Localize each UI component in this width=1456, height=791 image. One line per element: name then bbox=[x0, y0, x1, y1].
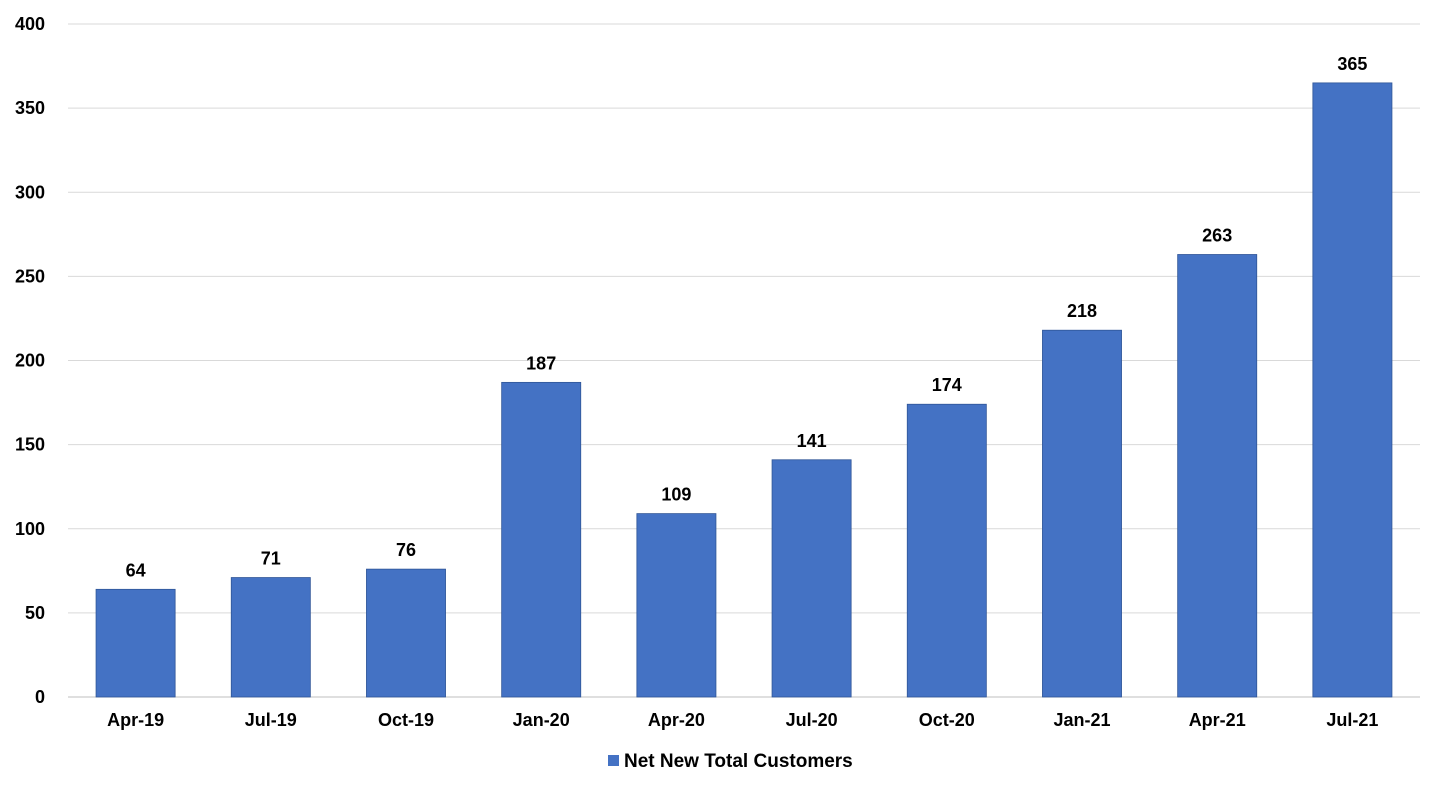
data-label: 109 bbox=[661, 485, 691, 505]
y-axis-tick-labels: 0 50 100 150 200 250 300 350 400 bbox=[15, 14, 45, 707]
x-tick-label: Jul-20 bbox=[786, 710, 838, 730]
y-tick-label: 200 bbox=[15, 351, 45, 371]
bar bbox=[906, 403, 987, 698]
x-tick-label: Apr-21 bbox=[1189, 710, 1246, 730]
x-tick-label: Jan-21 bbox=[1053, 710, 1110, 730]
y-tick-label: 250 bbox=[15, 266, 45, 286]
data-label: 71 bbox=[261, 549, 281, 569]
bar bbox=[501, 381, 582, 698]
y-tick-label: 50 bbox=[25, 603, 45, 623]
bar bbox=[230, 577, 311, 698]
x-tick-label: Jan-20 bbox=[513, 710, 570, 730]
y-tick-label: 0 bbox=[35, 687, 45, 707]
data-label: 141 bbox=[797, 431, 827, 451]
x-tick-label: Apr-20 bbox=[648, 710, 705, 730]
legend-label: Net New Total Customers bbox=[624, 751, 853, 772]
data-label: 365 bbox=[1337, 54, 1367, 74]
bars bbox=[95, 82, 1393, 698]
x-tick-label: Oct-20 bbox=[919, 710, 975, 730]
x-tick-label: Apr-19 bbox=[107, 710, 164, 730]
x-tick-label: Oct-19 bbox=[378, 710, 434, 730]
data-label: 76 bbox=[396, 540, 416, 560]
data-label: 187 bbox=[526, 353, 556, 373]
bar bbox=[1177, 254, 1258, 698]
y-tick-label: 100 bbox=[15, 519, 45, 539]
bar bbox=[1042, 329, 1122, 698]
y-tick-label: 150 bbox=[15, 435, 45, 455]
data-labels: 64 71 76 187 109 141 174 218 263 365 bbox=[126, 54, 1368, 580]
bar bbox=[771, 459, 852, 698]
data-label: 174 bbox=[932, 375, 962, 395]
x-tick-label: Jul-21 bbox=[1326, 710, 1378, 730]
bar bbox=[366, 568, 446, 698]
data-label: 218 bbox=[1067, 301, 1097, 321]
data-label: 263 bbox=[1202, 226, 1232, 246]
bar bbox=[636, 513, 717, 698]
bar bbox=[1312, 82, 1393, 698]
y-tick-label: 300 bbox=[15, 182, 45, 202]
data-label: 64 bbox=[126, 560, 146, 580]
y-tick-label: 350 bbox=[15, 98, 45, 118]
legend-swatch bbox=[608, 755, 619, 766]
bar bbox=[95, 588, 176, 698]
y-tick-label: 400 bbox=[15, 14, 45, 34]
x-tick-label: Jul-19 bbox=[245, 710, 297, 730]
x-axis-tick-labels: Apr-19 Jul-19 Oct-19 Jan-20 Apr-20 Jul-20 Oct-… bbox=[107, 710, 1378, 730]
legend: Net New Total Customers bbox=[608, 751, 853, 772]
